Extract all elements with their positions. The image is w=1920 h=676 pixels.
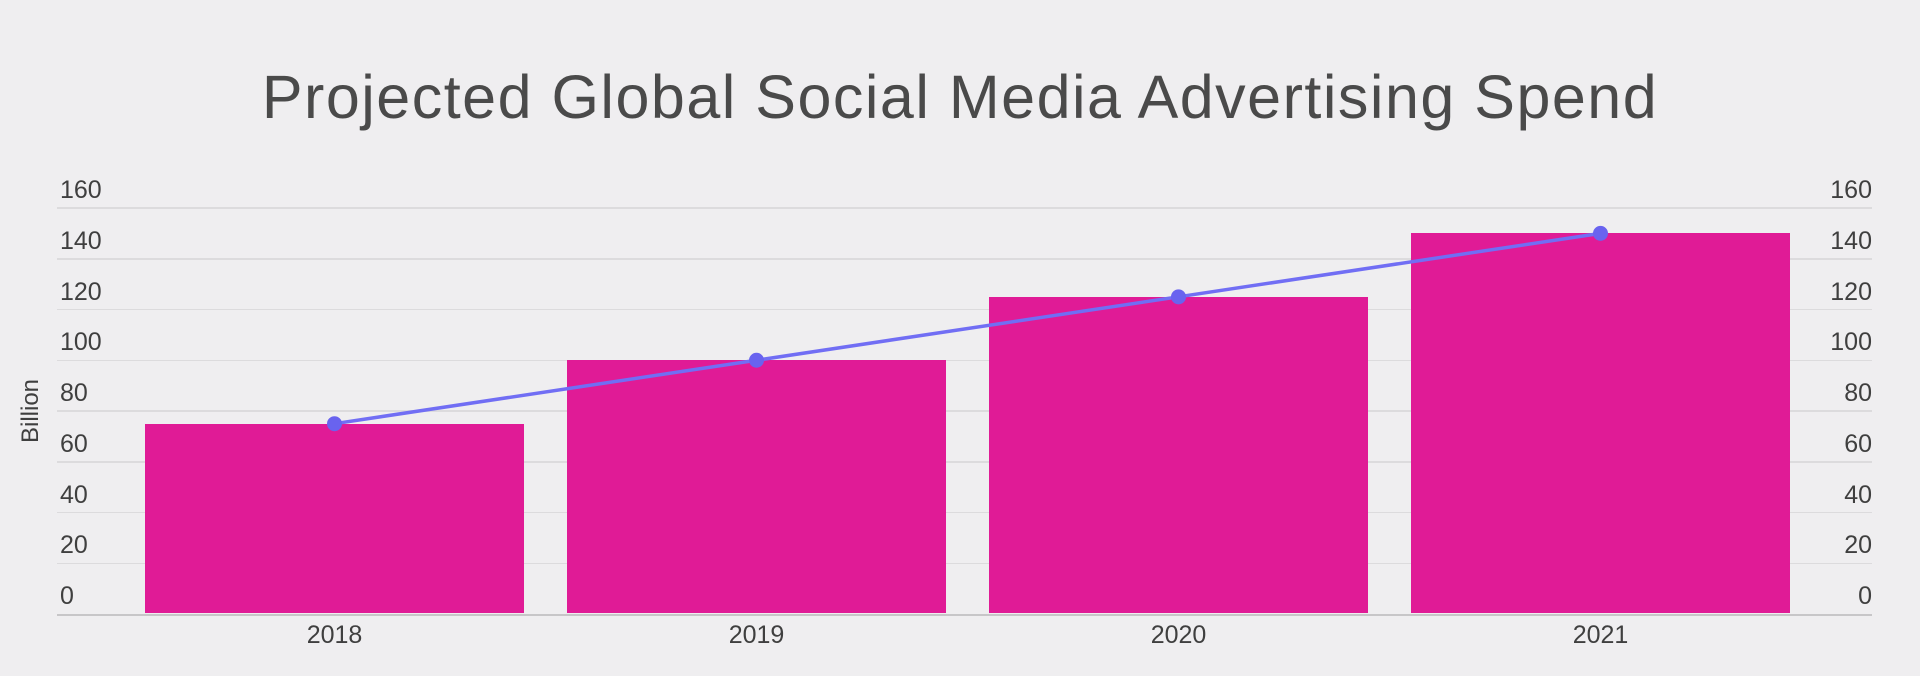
bar-2020 xyxy=(989,296,1368,613)
bar-2018 xyxy=(145,423,524,613)
y-tick-label-right-160: 160 xyxy=(1830,176,1872,204)
bar-2021 xyxy=(1411,233,1790,613)
y-tick-label-right-80: 80 xyxy=(1844,379,1872,407)
y-tick-label-right-140: 140 xyxy=(1830,226,1872,255)
y-tick-label-right-20: 20 xyxy=(1844,531,1872,560)
y-tick-label-left-40: 40 xyxy=(60,480,88,509)
y-tick-label-right-0: 0 xyxy=(1858,582,1872,610)
gridline-20 xyxy=(57,562,1872,564)
y-tick-label-left-140: 140 xyxy=(60,226,102,255)
y-tick-label-left-80: 80 xyxy=(60,379,88,407)
y-tick-label-right-60: 60 xyxy=(1844,429,1872,458)
x-axis-line xyxy=(57,613,1872,616)
x-axis-label-2019: 2019 xyxy=(728,621,785,649)
gridline-40 xyxy=(57,511,1872,514)
y-tick-label-left-20: 20 xyxy=(60,531,88,560)
x-axis-label-2021: 2021 xyxy=(1572,621,1629,649)
x-axis-label-2018: 2018 xyxy=(306,621,363,649)
y-tick-label-left-0: 0 xyxy=(60,582,74,610)
chart-title: Projected Global Social Media Advertisin… xyxy=(261,63,1659,131)
gridline-60 xyxy=(57,461,1872,463)
y-tick-label-left-120: 120 xyxy=(60,277,102,306)
y-tick-label-right-120: 120 xyxy=(1830,277,1872,306)
y-tick-label-left-160: 160 xyxy=(60,176,102,204)
y-axis-title: Billion xyxy=(17,378,44,444)
y-tick-label-right-100: 100 xyxy=(1830,328,1872,357)
gridline-160 xyxy=(57,207,1872,209)
bar-2019 xyxy=(567,360,946,613)
y-tick-label-left-100: 100 xyxy=(60,328,102,357)
y-tick-label-left-60: 60 xyxy=(60,429,88,458)
y-tick-label-right-40: 40 xyxy=(1844,480,1872,509)
x-axis-label-2020: 2020 xyxy=(1150,621,1207,649)
